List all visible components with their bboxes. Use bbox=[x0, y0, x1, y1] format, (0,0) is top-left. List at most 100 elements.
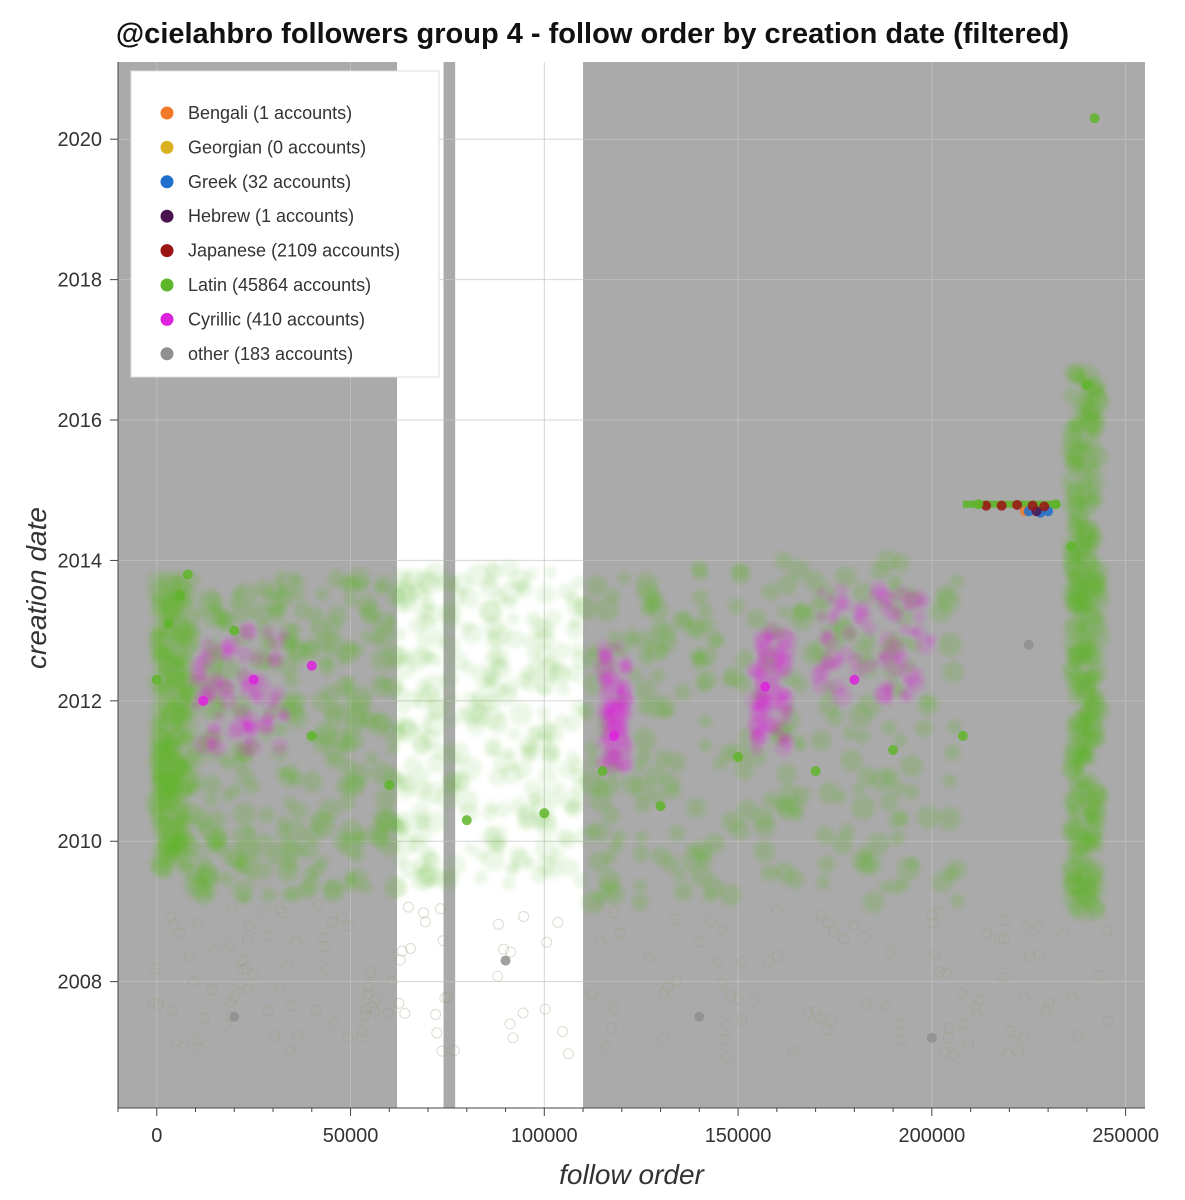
density-dot bbox=[283, 820, 308, 845]
density-dot bbox=[526, 646, 542, 662]
density-dot bbox=[261, 625, 275, 640]
density-dot bbox=[276, 825, 290, 839]
density-dot bbox=[569, 757, 586, 775]
legend-label: Greek (32 accounts) bbox=[188, 172, 351, 192]
sparse-point bbox=[860, 998, 872, 1010]
density-dot bbox=[897, 688, 910, 701]
density-dot bbox=[634, 796, 651, 813]
density-dot bbox=[339, 794, 356, 811]
density-dot bbox=[336, 776, 356, 796]
sparse-point bbox=[894, 1018, 906, 1030]
density-dot bbox=[793, 602, 810, 619]
density-dot bbox=[791, 734, 805, 748]
series-japanese bbox=[981, 499, 1050, 512]
density-dot bbox=[425, 811, 448, 833]
sparse-point bbox=[434, 903, 446, 915]
sparse-point bbox=[498, 943, 510, 955]
density-dot bbox=[776, 798, 799, 821]
density-dot bbox=[1075, 519, 1098, 542]
y-tick-label: 2014 bbox=[58, 550, 103, 572]
density-dot bbox=[838, 595, 853, 611]
density-dot bbox=[343, 593, 357, 607]
sparse-point bbox=[614, 927, 626, 939]
sparse-point bbox=[736, 1014, 748, 1026]
density-dot bbox=[944, 744, 961, 761]
series-cyrillic bbox=[198, 660, 860, 741]
density-dot bbox=[732, 563, 748, 580]
sparse-point bbox=[241, 934, 253, 946]
data-point bbox=[182, 569, 193, 580]
density-dot bbox=[705, 833, 725, 853]
density-dot bbox=[535, 815, 558, 838]
sparse-point bbox=[183, 951, 195, 963]
density-dot bbox=[632, 845, 650, 862]
density-dot bbox=[654, 749, 673, 768]
density-dot bbox=[1067, 456, 1080, 469]
density-dot bbox=[1066, 805, 1081, 820]
density-dot bbox=[692, 589, 709, 605]
sparse-point bbox=[822, 916, 834, 928]
density-dot bbox=[834, 582, 848, 597]
density-dot bbox=[389, 578, 406, 594]
sparse-point bbox=[310, 1004, 322, 1016]
density-dot bbox=[421, 596, 436, 611]
sparse-point bbox=[504, 1018, 516, 1030]
sparse-point bbox=[394, 954, 406, 966]
density-dot bbox=[293, 693, 307, 707]
density-dot bbox=[880, 792, 899, 811]
data-point bbox=[229, 1011, 240, 1022]
sparse-point bbox=[284, 1045, 296, 1057]
density-dot bbox=[815, 610, 827, 622]
density-dot bbox=[589, 822, 610, 843]
sparse-point bbox=[747, 994, 759, 1006]
density-dot bbox=[909, 669, 925, 685]
density-dot bbox=[349, 685, 373, 709]
density-dot bbox=[394, 833, 418, 857]
density-dot bbox=[388, 684, 408, 704]
density-dot bbox=[893, 651, 910, 667]
data-point bbox=[810, 766, 821, 777]
sparse-point bbox=[594, 937, 606, 949]
density-dot bbox=[713, 755, 728, 771]
legend-marker bbox=[160, 209, 174, 223]
x-tick-label: 150000 bbox=[705, 1125, 772, 1147]
density-dot bbox=[284, 672, 300, 688]
density-dot bbox=[811, 730, 832, 751]
sparse-point bbox=[1033, 921, 1045, 933]
density-dot bbox=[753, 629, 772, 648]
density-dot bbox=[632, 727, 656, 752]
sparse-point bbox=[241, 983, 253, 995]
density-dot bbox=[932, 871, 954, 893]
density-dot bbox=[762, 695, 781, 713]
density-dot bbox=[722, 671, 738, 688]
density-dot bbox=[568, 616, 582, 630]
sparse-point bbox=[274, 982, 286, 994]
density-dot bbox=[654, 643, 670, 659]
density-dot bbox=[875, 655, 890, 669]
density-dot bbox=[321, 684, 342, 705]
density-dot bbox=[325, 752, 342, 769]
data-point bbox=[248, 674, 259, 685]
sparse-point bbox=[933, 907, 945, 919]
density-dot bbox=[481, 847, 506, 872]
density-dot bbox=[481, 666, 502, 687]
density-dot bbox=[191, 606, 206, 620]
series-latin bbox=[151, 113, 1100, 826]
density-dot bbox=[269, 698, 281, 710]
density-dot bbox=[818, 782, 840, 804]
density-dot bbox=[909, 627, 921, 638]
density-dot bbox=[258, 806, 275, 823]
legend-label: Cyrillic (410 accounts) bbox=[188, 309, 365, 329]
sparse-point bbox=[437, 935, 449, 947]
density-dot bbox=[749, 742, 764, 756]
sparse-point bbox=[168, 919, 180, 931]
sparse-point bbox=[658, 987, 670, 999]
density-dot bbox=[1061, 471, 1082, 492]
data-point bbox=[609, 730, 620, 741]
sparse-point bbox=[226, 903, 238, 915]
density-dot bbox=[881, 768, 899, 787]
density-dot bbox=[1083, 806, 1096, 819]
sparse-point bbox=[671, 975, 683, 987]
density-dot bbox=[227, 783, 243, 798]
density-dot bbox=[630, 776, 655, 801]
